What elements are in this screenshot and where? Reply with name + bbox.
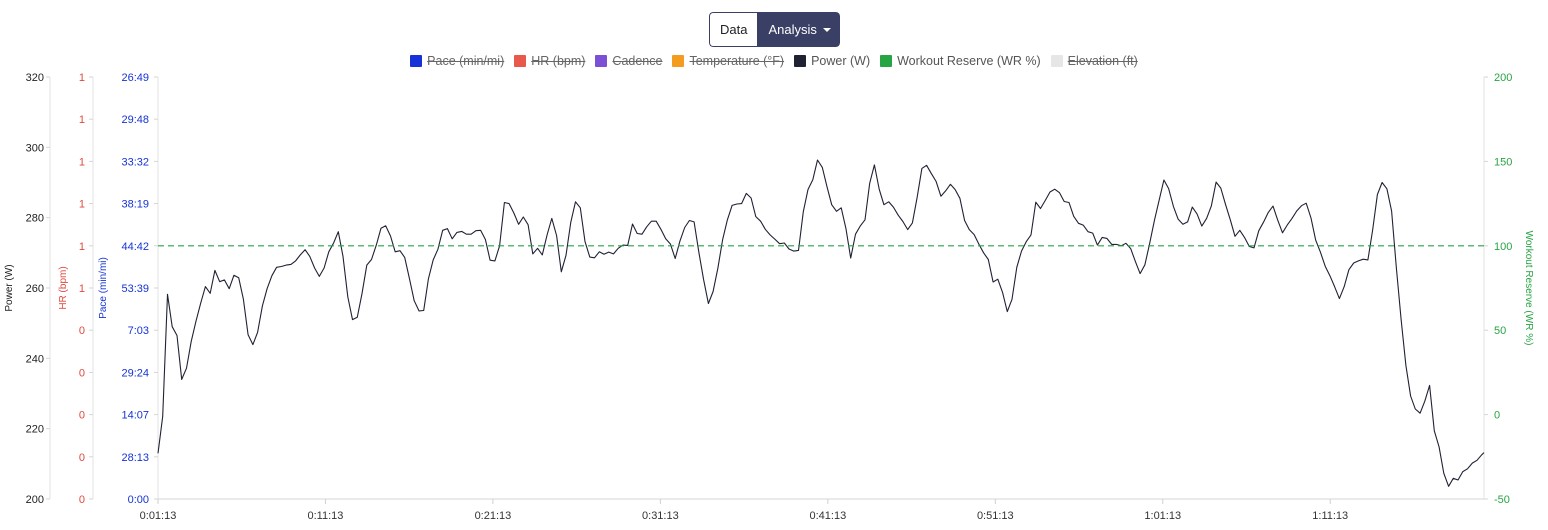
wr-tick-label: 0 [1494,410,1500,422]
hr-tick-label: 1 [79,283,85,295]
x-tick-label: 1:01:13 [1144,510,1181,522]
legend-label: Workout Reserve (WR %) [897,54,1041,68]
analysis-dropdown-button[interactable]: Analysis [757,12,840,47]
pace-tick-label: 7:03 [128,325,149,337]
hr-tick-label: 0 [79,452,85,464]
power-tick-label: 260 [26,283,44,295]
pace-tick-label: 0:00 [128,494,149,506]
hr-tick-label: 1 [79,72,85,84]
hr-tick-label: 0 [79,410,85,422]
view-toggle: Data Analysis [709,12,840,47]
legend-label: Elevation (ft) [1067,54,1138,68]
wr-tick-label: 50 [1494,325,1506,337]
pace-tick-label: 29:24 [121,367,149,379]
legend-item-power[interactable]: Power (W) [794,54,870,68]
power-tick-label: 240 [26,353,44,365]
legend-label: Power (W) [811,54,871,68]
hr-tick-label: 0 [79,367,85,379]
legend-item-workout-reserve[interactable]: Workout Reserve (WR %) [880,54,1041,68]
hr-tick-label: 0 [79,325,85,337]
wr-tick-label: 100 [1494,241,1512,253]
x-tick-label: 0:41:13 [809,510,846,522]
chart-legend: Pace (min/mi) HR (bpm) Cadence Temperatu… [0,54,1548,68]
legend-item-elevation[interactable]: Elevation (ft) [1050,54,1138,68]
x-tick-label: 0:01:13 [140,510,177,522]
power-tick-label: 220 [26,424,44,436]
legend-swatch [410,55,423,67]
legend-label: Cadence [612,54,663,68]
wr-tick-label: 200 [1494,72,1512,84]
data-tab-button[interactable]: Data [709,12,758,47]
hr-tick-label: 0 [79,494,85,506]
x-tick-label: 0:21:13 [475,510,512,522]
pace-tick-label: 28:13 [121,452,149,464]
pace-tick-label: 33:32 [121,156,149,168]
hr-tick-label: 1 [79,156,85,168]
hr-tick-label: 1 [79,241,85,253]
pace-tick-label: 29:48 [121,114,149,126]
legend-swatch [1050,55,1063,67]
wr-tick-label: -50 [1494,494,1510,506]
x-tick-label: 0:51:13 [977,510,1014,522]
hr-axis-title: HR (bpm) [58,266,69,309]
power-axis-title: Power (W) [4,264,15,311]
legend-label: Temperature (°F) [689,54,785,68]
legend-swatch [794,55,807,67]
pace-tick-label: 26:49 [121,72,149,84]
legend-item-hr[interactable]: HR (bpm) [514,54,585,68]
power-tick-label: 200 [26,494,44,506]
analysis-label: Analysis [768,22,817,37]
x-tick-label: 1:11:13 [1312,510,1348,522]
hr-tick-label: 1 [79,199,85,211]
wr-tick-label: 150 [1494,156,1512,168]
legend-label: Pace (min/mi) [427,54,505,68]
pace-tick-label: 14:07 [121,410,149,422]
x-tick-label: 0:31:13 [642,510,679,522]
legend-label: HR (bpm) [531,54,586,68]
hr-tick-label: 1 [79,114,85,126]
legend-swatch [514,55,527,67]
caret-down-icon [822,27,831,32]
power-tick-label: 320 [26,72,44,84]
x-tick-label: 0:11:13 [308,510,344,522]
legend-item-temperature[interactable]: Temperature (°F) [672,54,784,68]
legend-swatch [880,55,893,67]
pace-tick-label: 38:19 [121,199,149,211]
legend-item-cadence[interactable]: Cadence [595,54,662,68]
pace-axis-title: Pace (min/mi) [98,257,109,319]
wr-axis-title: Workout Reserve (WR %) [1523,231,1534,346]
power-tick-label: 280 [26,213,44,225]
series-layer [157,159,1485,487]
power-series-line [157,159,1485,487]
power-tick-label: 300 [26,142,44,154]
pace-tick-label: 44:42 [121,241,149,253]
legend-swatch [595,55,608,67]
legend-swatch [672,55,685,67]
legend-item-pace[interactable]: Pace (min/mi) [410,54,504,68]
pace-tick-label: 53:39 [121,283,149,295]
